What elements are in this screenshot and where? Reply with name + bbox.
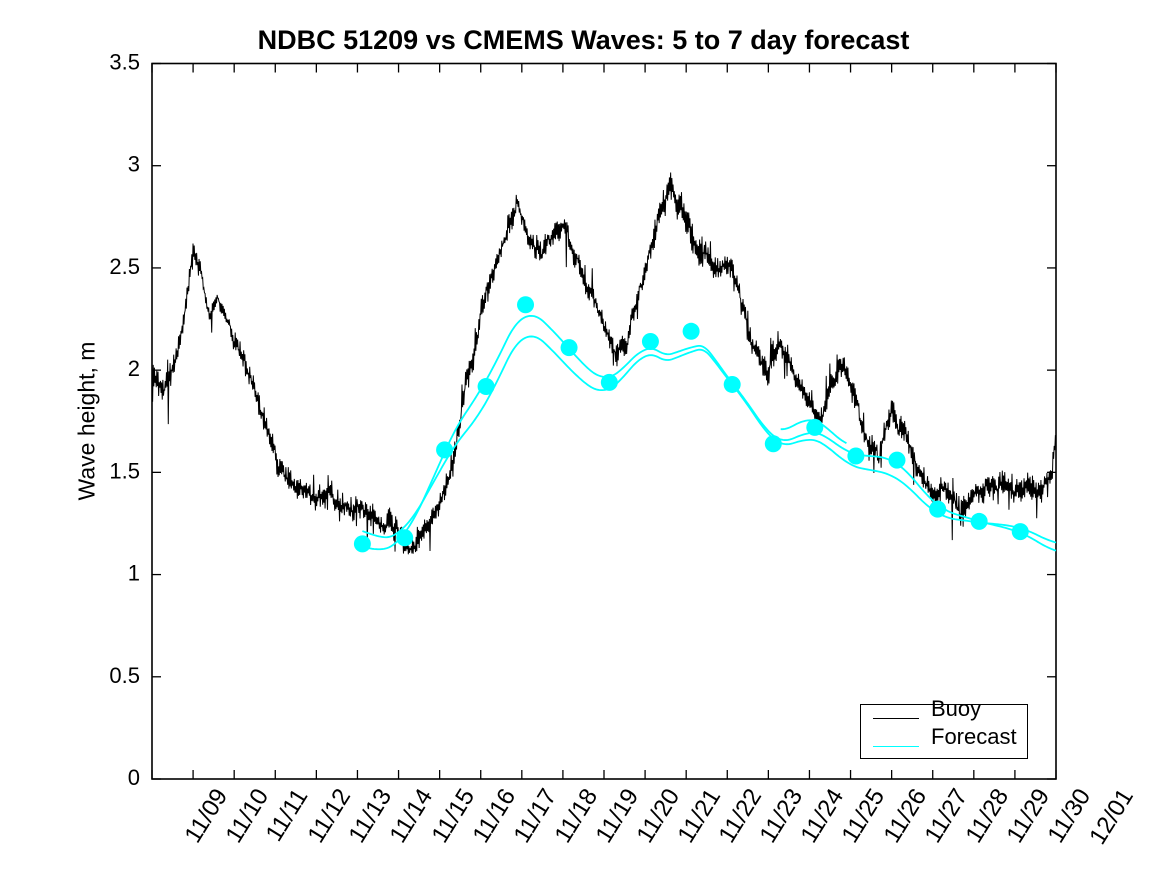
svg-text:0.5: 0.5 (109, 663, 140, 688)
svg-text:0: 0 (128, 765, 140, 790)
svg-text:3.5: 3.5 (109, 50, 140, 75)
svg-text:1.5: 1.5 (109, 458, 140, 483)
svg-text:2: 2 (128, 356, 140, 381)
svg-text:3: 3 (128, 152, 140, 177)
svg-text:1: 1 (128, 561, 140, 586)
svg-text:2.5: 2.5 (109, 254, 140, 279)
